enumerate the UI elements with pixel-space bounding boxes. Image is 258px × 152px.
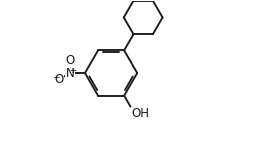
Text: OH: OH [132,107,150,120]
Text: N: N [66,67,74,79]
Text: O: O [66,54,75,67]
Text: +: + [69,66,76,75]
Text: −: − [52,72,60,81]
Text: O: O [54,73,64,86]
